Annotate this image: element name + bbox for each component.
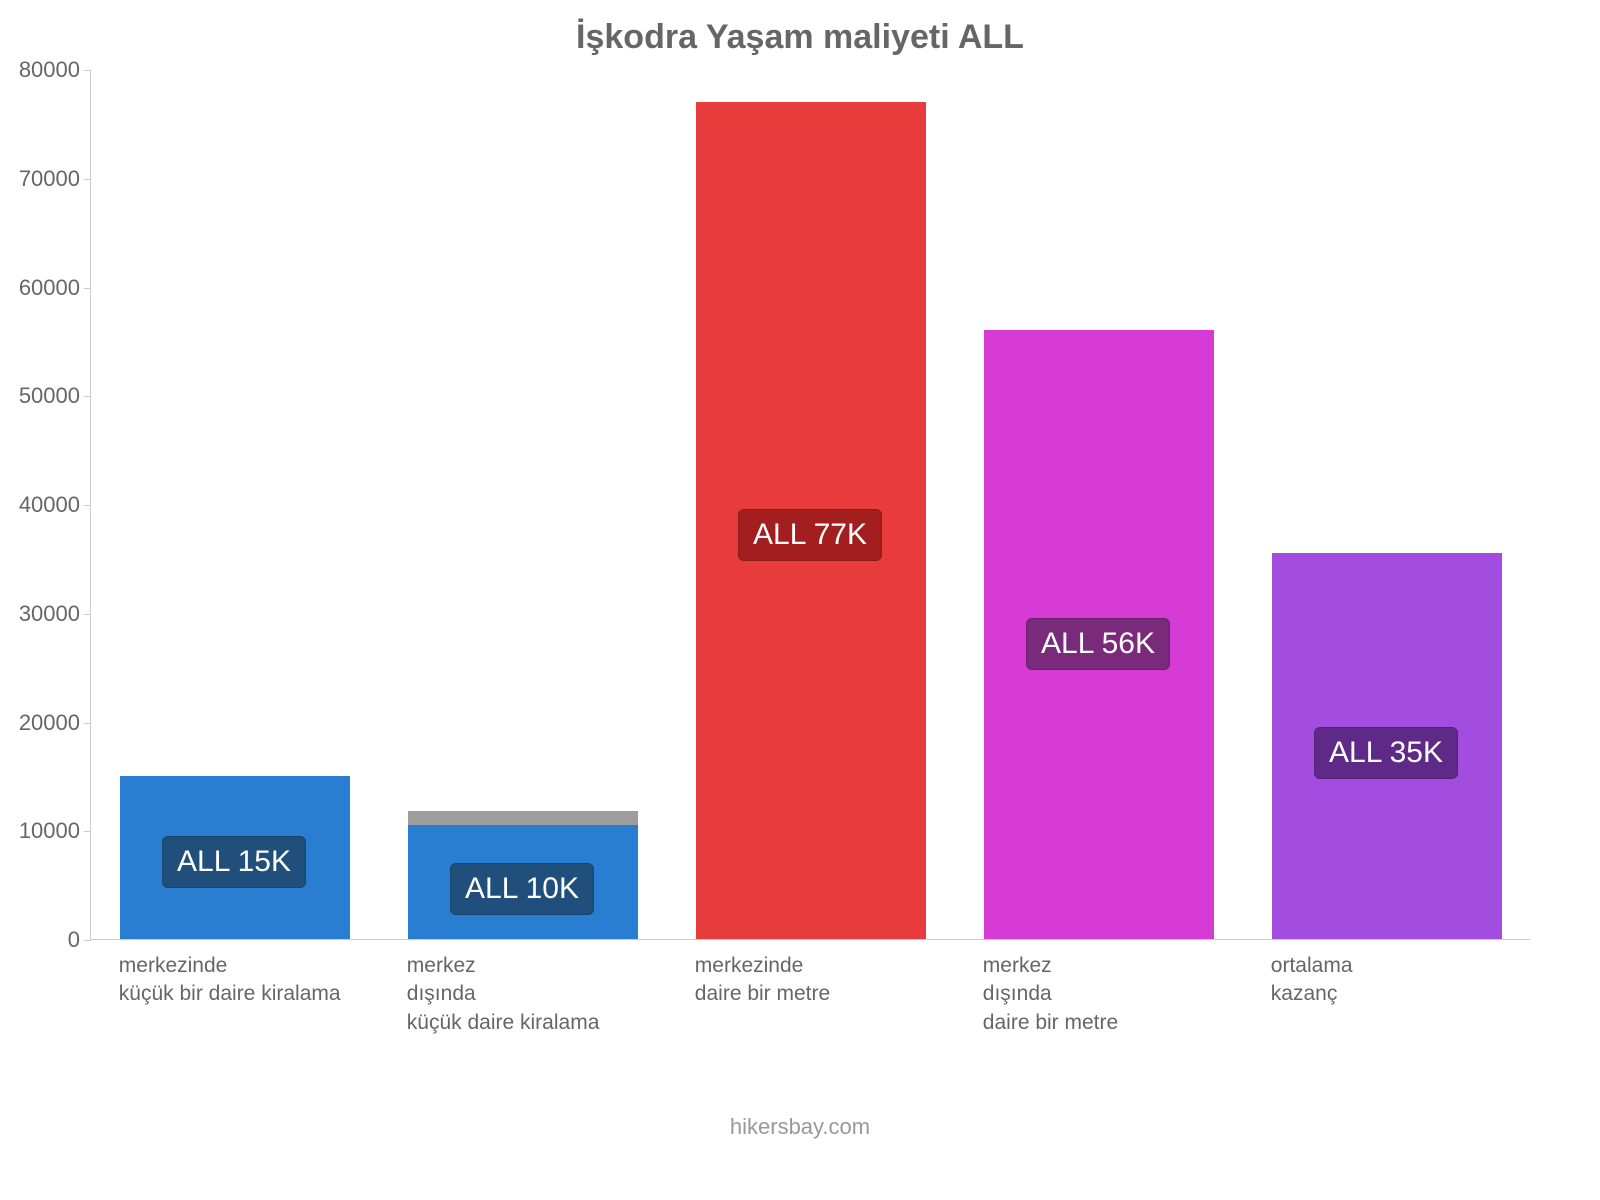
y-tick: 30000 — [0, 601, 90, 627]
value-badge: ALL 10K — [450, 863, 594, 915]
plot-area — [90, 70, 1530, 940]
x-label: merkez dışında daire bir metre — [983, 952, 1118, 1037]
y-tick: 80000 — [0, 57, 90, 83]
y-tick: 50000 — [0, 383, 90, 409]
value-badge: ALL 77K — [738, 509, 882, 561]
bar-cap — [408, 811, 638, 825]
value-badge: ALL 35K — [1314, 727, 1458, 779]
x-label: merkezinde daire bir metre — [695, 952, 830, 1009]
y-tick: 40000 — [0, 492, 90, 518]
x-label: ortalama kazanç — [1271, 952, 1353, 1009]
y-tick: 60000 — [0, 275, 90, 301]
y-tick: 20000 — [0, 710, 90, 736]
value-badge: ALL 56K — [1026, 618, 1170, 670]
chart-title: İşkodra Yaşam maliyeti ALL — [0, 18, 1600, 57]
y-tick: 0 — [0, 927, 90, 953]
value-badge: ALL 15K — [162, 836, 306, 888]
x-label: merkezinde küçük bir daire kiralama — [119, 952, 341, 1009]
y-tick: 10000 — [0, 818, 90, 844]
cost-of-living-chart: İşkodra Yaşam maliyeti ALL 0 10000 20000 30… — [0, 0, 1600, 1200]
x-label: merkez dışında küçük daire kiralama — [407, 952, 600, 1037]
y-tick: 70000 — [0, 166, 90, 192]
attribution-text: hikersbay.com — [0, 1114, 1600, 1140]
